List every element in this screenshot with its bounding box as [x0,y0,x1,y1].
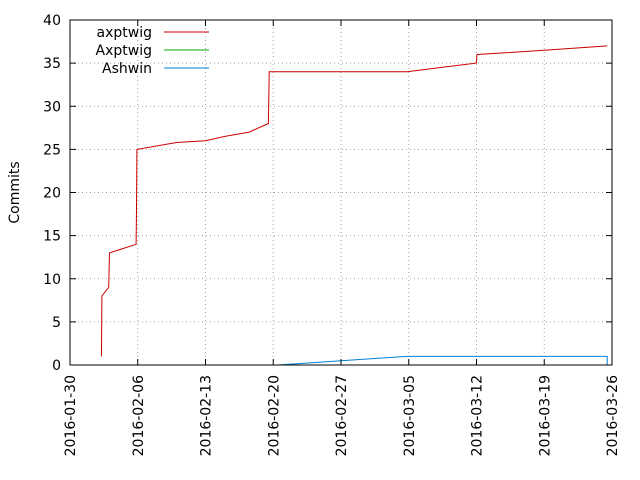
x-tick-label: 2016-02-13 [199,375,215,456]
x-tick-label: 2016-01-30 [63,375,79,456]
x-tick-label: 2016-02-27 [334,375,350,456]
y-tick-label: 20 [43,186,61,202]
y-tick-label: 10 [43,272,61,288]
series-line-axptwig [101,45,608,357]
x-tick-label: 2016-03-19 [537,375,553,456]
x-tick-label: 2016-03-26 [605,375,621,456]
x-tick-label: 2016-02-20 [266,375,282,456]
y-axis: 0 5 10 15 20 25 30 35 40 [43,13,612,374]
series-line-ashwin [278,355,608,366]
grid-lines [70,20,612,365]
legend-label: axptwig [97,25,152,41]
y-tick-label: 30 [43,99,61,115]
x-tick-label: 2016-03-05 [402,375,418,456]
legend: axptwig Axptwig Ashwin [96,25,209,77]
y-tick-label: 15 [43,229,61,245]
y-tick-label: 35 [43,56,61,72]
y-tick-label: 40 [43,13,61,29]
y-tick-label: 25 [43,142,61,158]
x-tick-label: 2016-03-12 [470,375,486,456]
x-tick-label: 2016-02-06 [131,375,147,456]
y-tick-label: 5 [52,315,61,331]
y-axis-title: Commits [7,161,23,223]
y-tick-label: 0 [52,358,61,374]
x-axis: 2016-01-30 2016-02-06 2016-02-13 2016-02-20… [63,20,621,456]
legend-label: Axptwig [96,43,152,59]
legend-label: Ashwin [102,61,152,77]
series-lines [101,45,608,366]
